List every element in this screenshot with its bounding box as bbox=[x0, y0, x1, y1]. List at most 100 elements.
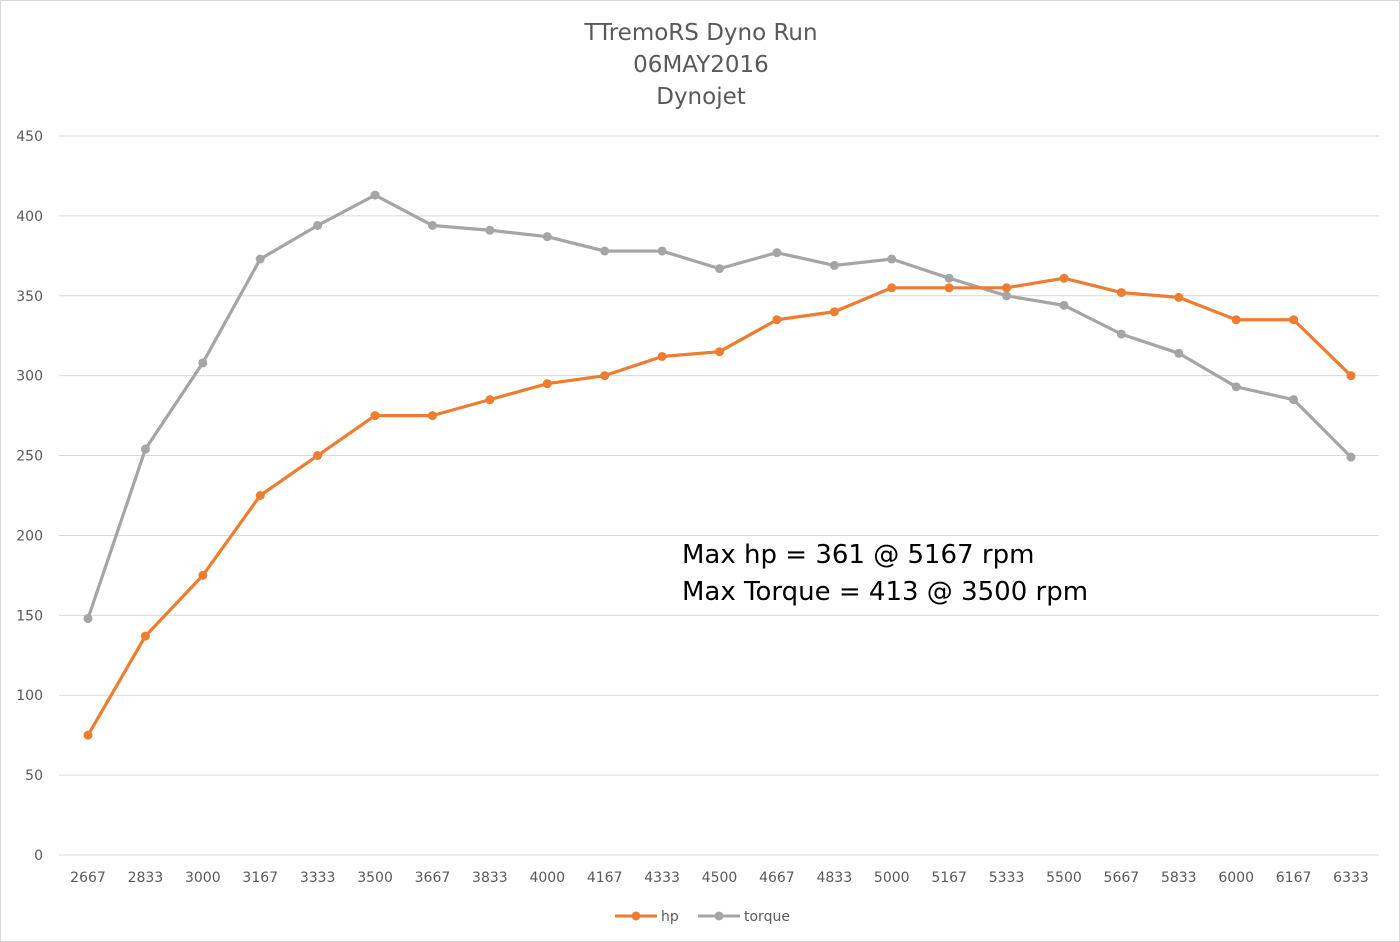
data-point-torque bbox=[83, 614, 93, 624]
annotations: Max hp = 361 @ 5167 rpm Max Torque = 413… bbox=[682, 540, 1088, 607]
x-tick-label: 4167 bbox=[587, 870, 623, 886]
x-tick-label: 3333 bbox=[300, 870, 336, 886]
x-tick-label: 6000 bbox=[1218, 870, 1254, 886]
data-point-hp bbox=[1002, 283, 1012, 293]
data-point-hp bbox=[944, 283, 954, 293]
data-point-torque bbox=[485, 225, 495, 235]
data-point-torque bbox=[1174, 348, 1184, 358]
data-point-torque bbox=[255, 254, 265, 264]
data-point-torque bbox=[370, 190, 380, 200]
data-point-hp bbox=[198, 570, 208, 580]
x-tick-label: 3000 bbox=[185, 870, 221, 886]
series-torque bbox=[83, 190, 1356, 624]
data-point-hp bbox=[313, 451, 323, 461]
chart-title: TTremoRS Dyno Run 06MAY2016 Dynojet bbox=[583, 20, 817, 110]
y-tick-label: 300 bbox=[16, 369, 43, 385]
legend-label: torque bbox=[744, 909, 790, 925]
data-point-torque bbox=[1116, 329, 1126, 339]
x-tick-label: 4833 bbox=[816, 870, 852, 886]
y-tick-label: 350 bbox=[16, 289, 43, 305]
legend-swatch-marker bbox=[631, 911, 641, 921]
data-point-torque bbox=[140, 444, 150, 454]
data-point-hp bbox=[829, 307, 839, 317]
x-tick-label: 5333 bbox=[989, 870, 1025, 886]
y-tick-label: 400 bbox=[16, 209, 43, 225]
y-tick-label: 200 bbox=[16, 528, 43, 544]
data-point-torque bbox=[600, 246, 610, 256]
data-point-hp bbox=[140, 631, 150, 641]
data-point-hp bbox=[1116, 288, 1126, 298]
x-tick-label: 3833 bbox=[472, 870, 508, 886]
x-tick-label: 6333 bbox=[1333, 870, 1369, 886]
data-point-torque bbox=[313, 220, 323, 230]
data-point-hp bbox=[542, 379, 552, 389]
data-point-torque bbox=[542, 232, 552, 242]
gridlines bbox=[59, 135, 1379, 856]
chart-title-line-2: 06MAY2016 bbox=[633, 52, 769, 78]
x-tick-label: 2667 bbox=[70, 870, 106, 886]
x-tick-label: 5167 bbox=[931, 870, 967, 886]
y-tick-label: 100 bbox=[16, 688, 43, 704]
data-point-torque bbox=[1002, 291, 1012, 301]
data-point-hp bbox=[887, 283, 897, 293]
legend-swatch-marker bbox=[714, 911, 724, 921]
y-tick-label: 0 bbox=[34, 848, 43, 864]
legend-item-hp: hp bbox=[615, 909, 679, 925]
x-tick-label: 4000 bbox=[529, 870, 565, 886]
x-tick-label: 4333 bbox=[644, 870, 680, 886]
x-tick-label: 3667 bbox=[415, 870, 451, 886]
data-point-torque bbox=[1231, 382, 1241, 392]
chart-title-line-1: TTremoRS Dyno Run bbox=[583, 20, 817, 46]
legend-label: hp bbox=[661, 909, 679, 925]
data-point-hp bbox=[1289, 315, 1299, 325]
series-hp bbox=[83, 273, 1356, 740]
x-tick-label: 4500 bbox=[702, 870, 738, 886]
data-point-hp bbox=[772, 315, 782, 325]
data-point-torque bbox=[772, 248, 782, 258]
data-point-hp bbox=[1059, 273, 1069, 283]
y-tick-label: 150 bbox=[16, 608, 43, 624]
data-point-hp bbox=[485, 395, 495, 405]
data-point-torque bbox=[1059, 300, 1069, 310]
data-point-torque bbox=[427, 220, 437, 230]
x-axis-ticks: 2667 2833 3000 3167 3333 3500 3667 3833 4000 4167… bbox=[70, 870, 1369, 886]
annotation-max-torque: Max Torque = 413 @ 3500 rpm bbox=[682, 577, 1088, 607]
x-tick-label: 2833 bbox=[128, 870, 164, 886]
y-tick-label: 450 bbox=[16, 129, 43, 145]
data-point-hp bbox=[83, 730, 93, 740]
series-lines bbox=[83, 190, 1356, 740]
chart-title-line-3: Dynojet bbox=[656, 84, 746, 110]
data-point-hp bbox=[600, 371, 610, 381]
data-point-hp bbox=[1231, 315, 1241, 325]
data-point-hp bbox=[1174, 292, 1184, 302]
data-point-torque bbox=[887, 254, 897, 264]
data-point-hp bbox=[370, 411, 380, 421]
data-point-hp bbox=[1346, 371, 1356, 381]
x-tick-label: 3500 bbox=[357, 870, 393, 886]
x-tick-label: 5000 bbox=[874, 870, 910, 886]
legend-item-torque: torque bbox=[698, 909, 790, 925]
data-point-torque bbox=[829, 260, 839, 270]
x-tick-label: 4667 bbox=[759, 870, 795, 886]
y-axis-ticks: 0 50 100 150 200 250 300 350 400 450 bbox=[16, 129, 43, 864]
x-tick-label: 3167 bbox=[242, 870, 278, 886]
x-tick-label: 5833 bbox=[1161, 870, 1197, 886]
data-point-hp bbox=[715, 347, 724, 357]
legend: hp torque bbox=[615, 909, 790, 925]
data-point-hp bbox=[427, 411, 437, 421]
x-tick-label: 5500 bbox=[1046, 870, 1082, 886]
data-point-torque bbox=[1346, 452, 1356, 462]
data-point-torque bbox=[944, 273, 954, 283]
data-point-hp bbox=[657, 351, 667, 361]
x-tick-label: 6167 bbox=[1276, 870, 1312, 886]
data-point-torque bbox=[198, 358, 208, 368]
x-tick-label: 5667 bbox=[1104, 870, 1140, 886]
data-point-hp bbox=[255, 491, 265, 500]
data-point-torque bbox=[657, 246, 667, 256]
y-tick-label: 50 bbox=[25, 768, 43, 784]
y-tick-label: 250 bbox=[16, 449, 43, 465]
annotation-max-hp: Max hp = 361 @ 5167 rpm bbox=[682, 540, 1034, 570]
data-point-torque bbox=[715, 264, 724, 274]
